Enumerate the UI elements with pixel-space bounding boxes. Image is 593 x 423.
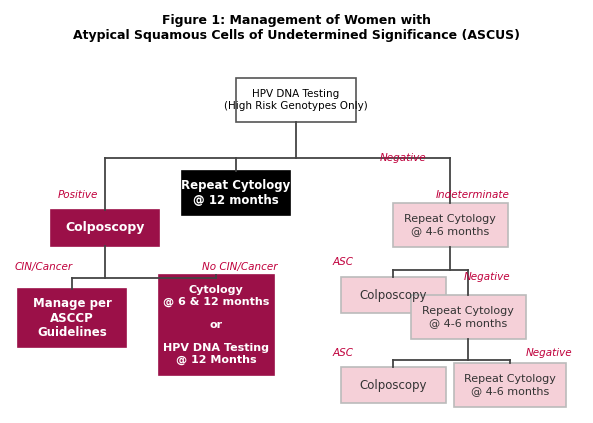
Text: No CIN/Cancer: No CIN/Cancer [202,262,278,272]
Text: CIN/Cancer: CIN/Cancer [15,262,73,272]
Text: Colposcopy: Colposcopy [359,379,427,392]
Text: HPV DNA Testing
(High Risk Genotypes Only): HPV DNA Testing (High Risk Genotypes Onl… [224,89,368,111]
FancyBboxPatch shape [51,210,159,246]
Text: Negative: Negative [525,348,572,358]
Text: ASC: ASC [333,348,354,358]
Text: Repeat Cytology
@ 12 months: Repeat Cytology @ 12 months [181,179,291,207]
Text: Repeat Cytology
@ 4-6 months: Repeat Cytology @ 4-6 months [422,306,514,328]
FancyBboxPatch shape [340,367,445,403]
FancyBboxPatch shape [182,171,290,215]
Text: Manage per
ASCCP
Guidelines: Manage per ASCCP Guidelines [33,297,111,340]
FancyBboxPatch shape [18,289,126,347]
FancyBboxPatch shape [340,277,445,313]
FancyBboxPatch shape [393,203,508,247]
Text: Negative: Negative [463,272,510,282]
Text: Cytology
@ 6 & 12 months

or

HPV DNA Testing
@ 12 Months: Cytology @ 6 & 12 months or HPV DNA Test… [163,285,269,365]
Text: Colposcopy: Colposcopy [359,288,427,302]
Text: Indeterminate: Indeterminate [436,190,510,200]
Text: Negative: Negative [380,153,426,163]
FancyBboxPatch shape [158,275,273,375]
Text: ASC: ASC [333,257,354,267]
FancyBboxPatch shape [236,78,356,122]
Text: Positive: Positive [58,190,98,200]
Text: Repeat Cytology
@ 4-6 months: Repeat Cytology @ 4-6 months [464,374,556,396]
FancyBboxPatch shape [454,363,566,407]
Text: Figure 1: Management of Women with
Atypical Squamous Cells of Undetermined Signi: Figure 1: Management of Women with Atypi… [73,14,520,42]
Text: Colposcopy: Colposcopy [65,222,145,234]
FancyBboxPatch shape [410,295,525,339]
Text: Repeat Cytology
@ 4-6 months: Repeat Cytology @ 4-6 months [404,214,496,236]
